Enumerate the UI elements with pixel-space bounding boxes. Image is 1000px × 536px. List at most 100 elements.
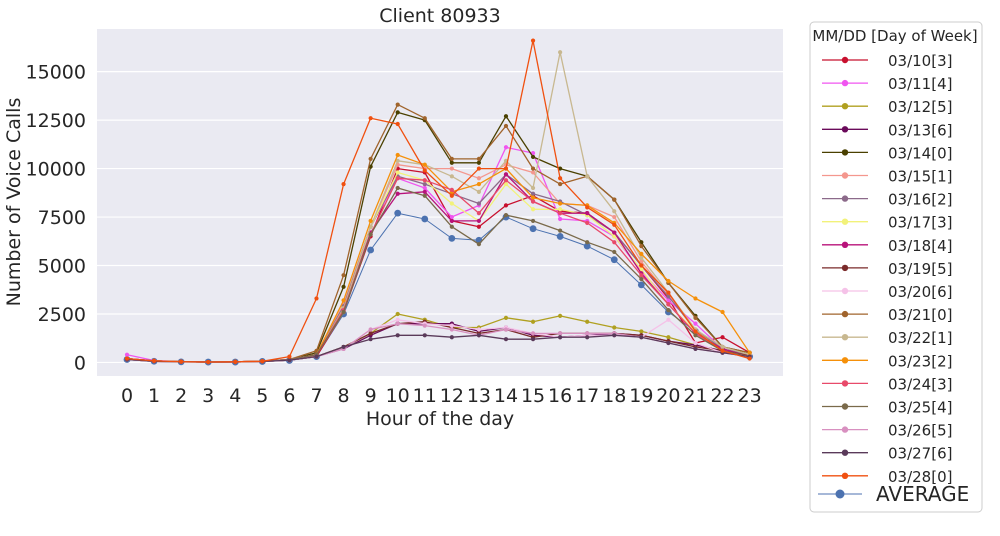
data-point	[612, 214, 617, 220]
data-point	[639, 335, 644, 340]
legend-item: 03/10[3]	[822, 52, 952, 70]
data-point	[314, 296, 319, 301]
data-point	[422, 162, 427, 167]
data-point	[449, 335, 454, 340]
data-point	[395, 110, 400, 115]
data-point	[558, 331, 563, 336]
legend-marker	[841, 334, 849, 341]
data-point	[639, 263, 644, 268]
legend-marker	[841, 241, 849, 248]
data-point	[530, 150, 536, 156]
data-point	[585, 319, 590, 324]
data-point	[476, 224, 482, 229]
series-line	[126, 39, 750, 363]
legend-item: 03/25[4]	[822, 399, 952, 417]
data-point	[666, 294, 671, 299]
data-point	[449, 156, 454, 161]
data-point	[449, 327, 454, 332]
data-point	[720, 335, 725, 340]
x-tick-label: 21	[683, 385, 707, 407]
data-point	[448, 234, 456, 242]
data-point	[314, 354, 319, 359]
legend-label: 03/14[0]	[888, 144, 952, 162]
data-point	[260, 359, 265, 364]
data-point	[666, 298, 671, 303]
legend-marker	[841, 380, 849, 387]
data-point	[558, 50, 563, 55]
legend-item: 03/21[0]	[822, 306, 952, 324]
data-point	[530, 319, 536, 324]
x-tick-label: 14	[494, 385, 518, 407]
legend-item: 03/19[5]	[822, 260, 952, 278]
data-point	[503, 203, 509, 208]
data-point	[747, 356, 752, 361]
data-point	[612, 230, 617, 235]
data-point	[422, 189, 427, 194]
legend-item: 03/14[0]	[822, 144, 952, 162]
data-point	[558, 201, 563, 206]
data-point	[720, 309, 725, 315]
data-point	[558, 166, 563, 171]
data-point	[612, 197, 617, 202]
x-tick-label: 7	[310, 385, 322, 407]
data-point	[612, 325, 617, 330]
x-tick-label: 15	[521, 385, 545, 407]
data-point	[693, 329, 698, 334]
x-tick-label: 9	[365, 385, 377, 407]
data-point	[476, 211, 482, 216]
data-point	[368, 337, 373, 342]
data-point	[585, 205, 590, 210]
data-point	[558, 228, 563, 233]
data-point	[558, 207, 563, 212]
y-tick-labels: 0 2500 5000 7500 10000 12500 15000	[26, 62, 86, 375]
data-point	[449, 218, 454, 224]
data-point	[637, 281, 645, 289]
legend-frame	[809, 21, 983, 513]
legend-label: 03/26[5]	[888, 422, 952, 440]
data-point	[639, 273, 644, 278]
x-tick-label: 8	[338, 385, 350, 407]
legend-item: 03/26[5]	[822, 422, 952, 440]
data-point	[558, 176, 563, 181]
legend-label: 03/16[2]	[888, 191, 952, 209]
data-point	[394, 209, 402, 217]
data-point	[585, 211, 590, 216]
x-tick-label: 17	[575, 385, 599, 407]
data-point	[449, 214, 454, 220]
legend-item-average: AVERAGE	[818, 482, 969, 506]
y-tick-label: 2500	[38, 304, 86, 326]
y-tick-label: 10000	[26, 159, 86, 181]
data-point	[476, 156, 482, 161]
data-point	[666, 302, 671, 307]
data-point	[368, 232, 373, 237]
legend-label: 03/21[0]	[888, 306, 952, 324]
legend-marker	[841, 195, 849, 202]
data-point	[449, 323, 454, 328]
x-tick-label: 18	[602, 385, 626, 407]
legend-label: 03/24[3]	[888, 375, 952, 393]
legend-item: 03/13[6]	[822, 121, 952, 139]
legend-item: 03/16[2]	[822, 191, 952, 209]
data-point	[530, 195, 536, 200]
data-point	[693, 340, 698, 346]
legend-label: 03/20[6]	[888, 283, 952, 301]
x-tick-label: 6	[283, 385, 295, 407]
y-tick-label: 7500	[38, 207, 86, 229]
data-point	[421, 215, 429, 223]
x-tick-labels: 0 1 2 3 4 5 6 7 8 9 10 11 12 13 14 15 16 17 18 19 20 21 22 23	[121, 385, 762, 407]
data-point	[558, 335, 563, 340]
data-point	[720, 348, 725, 353]
data-point	[476, 189, 482, 194]
data-point	[666, 278, 671, 284]
data-point	[422, 323, 427, 328]
legend-marker	[841, 79, 849, 87]
data-point	[503, 172, 509, 177]
data-point	[585, 174, 590, 179]
data-point	[585, 220, 590, 225]
y-tick-label: 0	[74, 352, 86, 374]
legend-marker	[841, 426, 849, 433]
chart-title: Client 80933	[379, 5, 501, 27]
data-point	[449, 224, 454, 229]
data-point	[610, 256, 618, 264]
legend-marker	[841, 472, 849, 479]
